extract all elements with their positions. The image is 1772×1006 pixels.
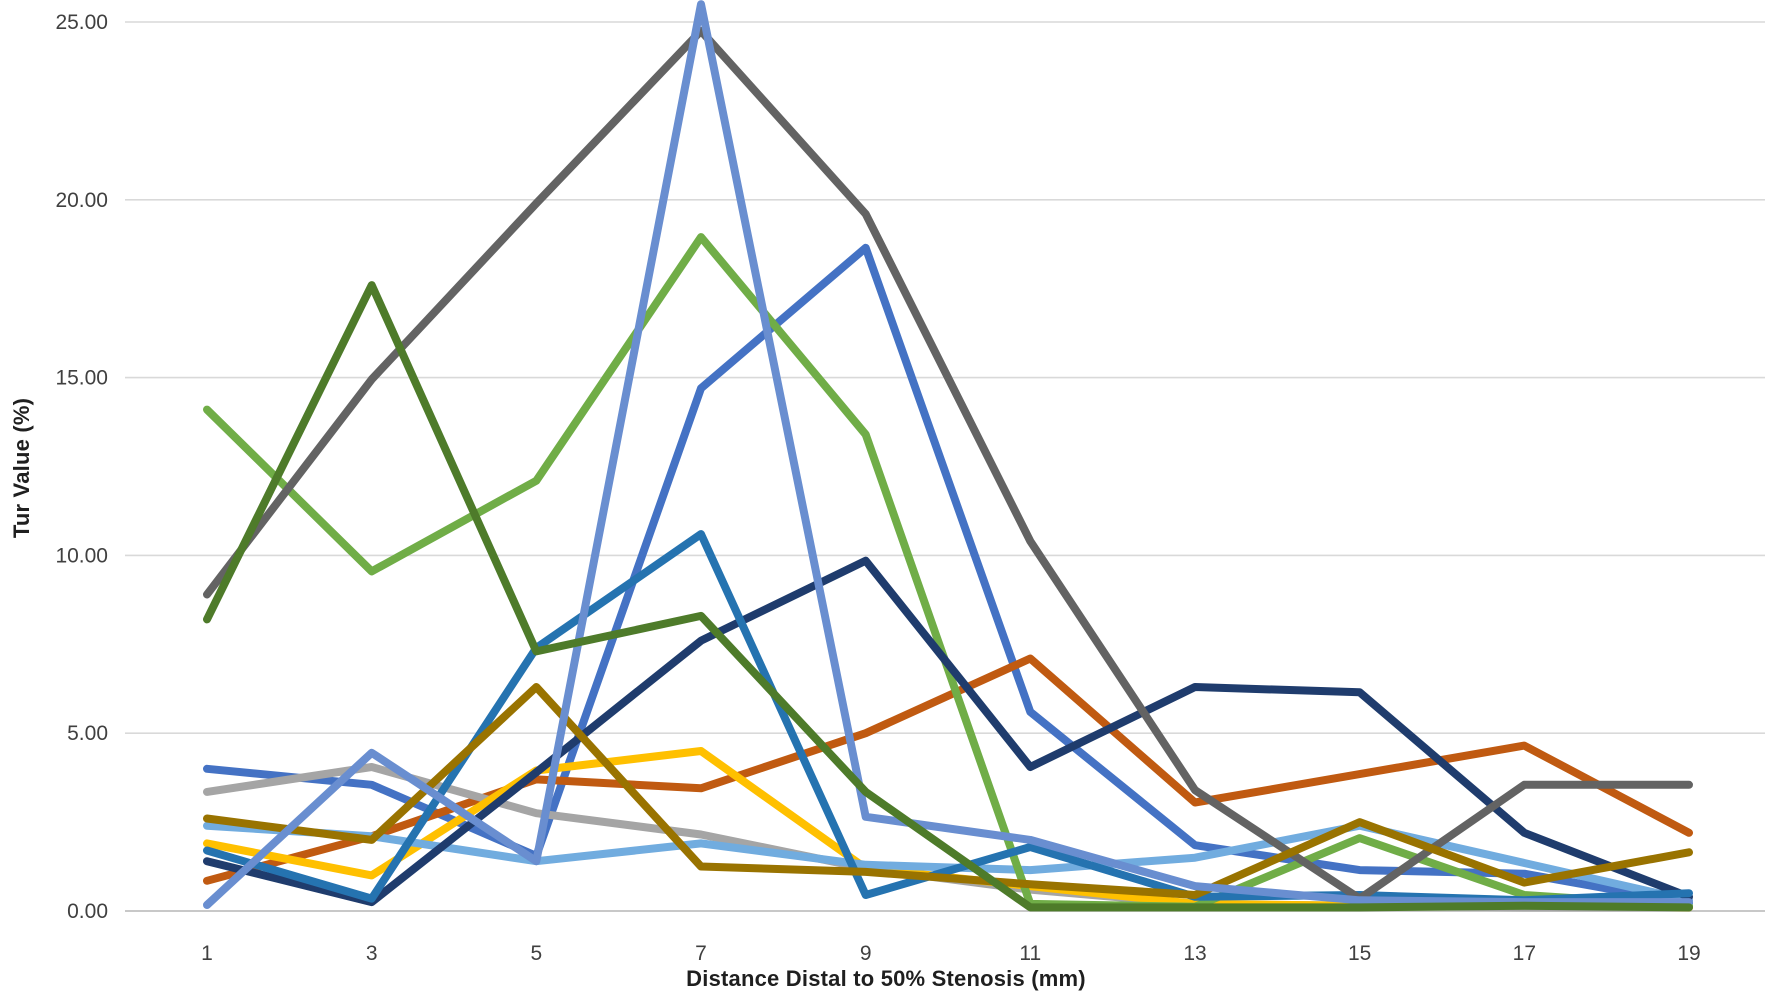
series-line-dark-gray xyxy=(203,26,1693,903)
series-line-cornflower xyxy=(203,0,1693,909)
x-tick-label: 17 xyxy=(1513,942,1536,965)
x-tick-label: 19 xyxy=(1677,942,1700,965)
series-line-navy xyxy=(203,556,1693,907)
x-tick-label: 7 xyxy=(695,942,707,965)
x-tick-label: 13 xyxy=(1183,942,1206,965)
series-line-olive xyxy=(203,683,1693,899)
series-line-dark-green xyxy=(203,281,1693,912)
y-tick-label: 0.00 xyxy=(67,900,108,923)
y-tick-label: 15.00 xyxy=(55,367,108,390)
y-tick-label: 20.00 xyxy=(55,189,108,212)
y-tick-label: 25.00 xyxy=(55,11,108,34)
y-tick-label: 5.00 xyxy=(67,722,108,745)
y-axis-title: Tur Value (%) xyxy=(9,397,34,539)
y-tick-label: 10.00 xyxy=(55,544,108,567)
x-axis-title: Distance Distal to 50% Stenosis (mm) xyxy=(686,966,1086,991)
x-tick-label: 9 xyxy=(860,942,872,965)
x-tick-label: 1 xyxy=(201,942,213,965)
x-tick-label: 11 xyxy=(1019,942,1041,965)
x-tick-label: 5 xyxy=(530,942,542,965)
x-tick-label: 15 xyxy=(1348,942,1371,965)
x-tick-label: 3 xyxy=(366,942,378,965)
